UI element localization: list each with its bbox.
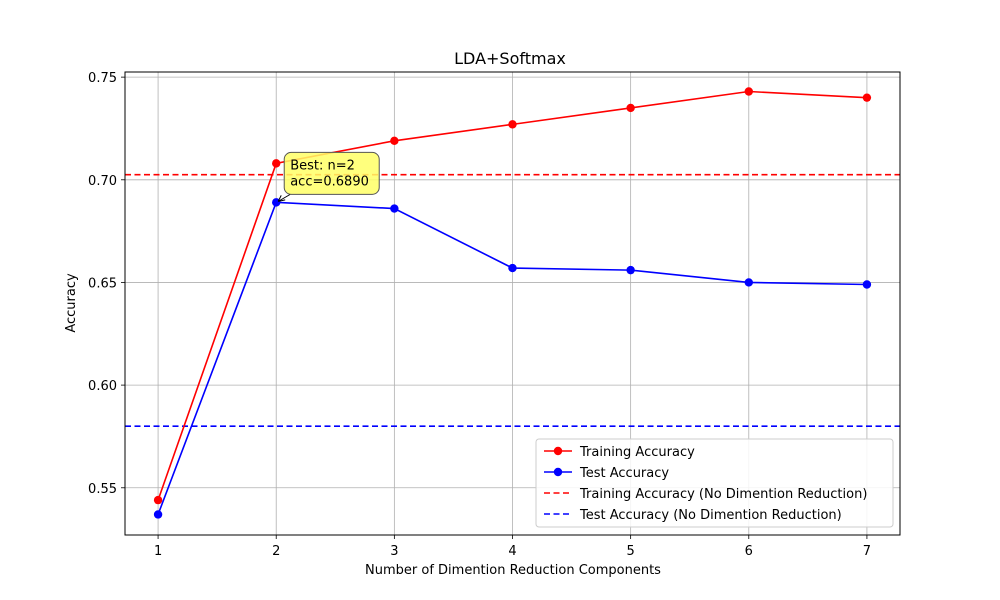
- x-tick-label: 7: [863, 544, 871, 559]
- legend-marker: [553, 446, 563, 456]
- annotation-text: acc=0.6890: [290, 174, 369, 189]
- x-tick-label: 2: [272, 544, 280, 559]
- data-point: [153, 495, 163, 505]
- data-point: [626, 265, 635, 275]
- y-tick-label: 0.75: [88, 71, 117, 86]
- y-tick-label: 0.60: [88, 379, 117, 394]
- x-tick-label: 3: [390, 544, 398, 559]
- x-tick-label: 6: [745, 544, 753, 559]
- data-point: [626, 103, 635, 113]
- data-point: [153, 510, 163, 519]
- legend-marker: [553, 467, 563, 477]
- reference-lines: [125, 173, 900, 427]
- y-tick-label: 0.70: [88, 174, 117, 189]
- legend-label: Training Accuracy (No Dimention Reductio…: [579, 487, 867, 502]
- data-point: [508, 120, 517, 129]
- data-point: [272, 159, 281, 168]
- data-point: [744, 278, 753, 287]
- series-lines: [153, 87, 872, 519]
- data-point: [508, 263, 517, 273]
- annotation-text: Best: n=2: [290, 158, 355, 173]
- legend-label: Training Accuracy: [579, 445, 695, 460]
- x-axis-label: Number of Dimention Reduction Components: [365, 563, 661, 578]
- chart-title: LDA+Softmax: [454, 49, 566, 68]
- data-point: [744, 87, 753, 96]
- x-tick-label: 5: [626, 544, 634, 559]
- data-point: [862, 280, 872, 289]
- annotation-box: [283, 151, 380, 195]
- legend-label: Test Accuracy (No Dimention Reduction): [579, 508, 842, 523]
- annotation-arrowhead: [277, 195, 286, 202]
- x-tick-label: 1: [154, 544, 162, 559]
- data-point: [390, 136, 399, 145]
- y-axis-label: Accuracy: [64, 273, 79, 333]
- y-tick-label: 0.55: [88, 482, 117, 497]
- annotation-arrow: [277, 193, 291, 202]
- data-point: [390, 204, 399, 213]
- data-point: [862, 93, 872, 102]
- legend-box: [535, 438, 894, 528]
- legend-label: Test Accuracy: [579, 466, 669, 481]
- x-tick-label: 4: [508, 544, 516, 559]
- y-tick-label: 0.65: [88, 276, 117, 291]
- legend: Training Accuracy Test Accuracy Training A…: [535, 438, 894, 528]
- axis-ticks: 1 2 3 4 5 6 7 0.55 0.60 0.65 0.70 0.75: [88, 71, 871, 559]
